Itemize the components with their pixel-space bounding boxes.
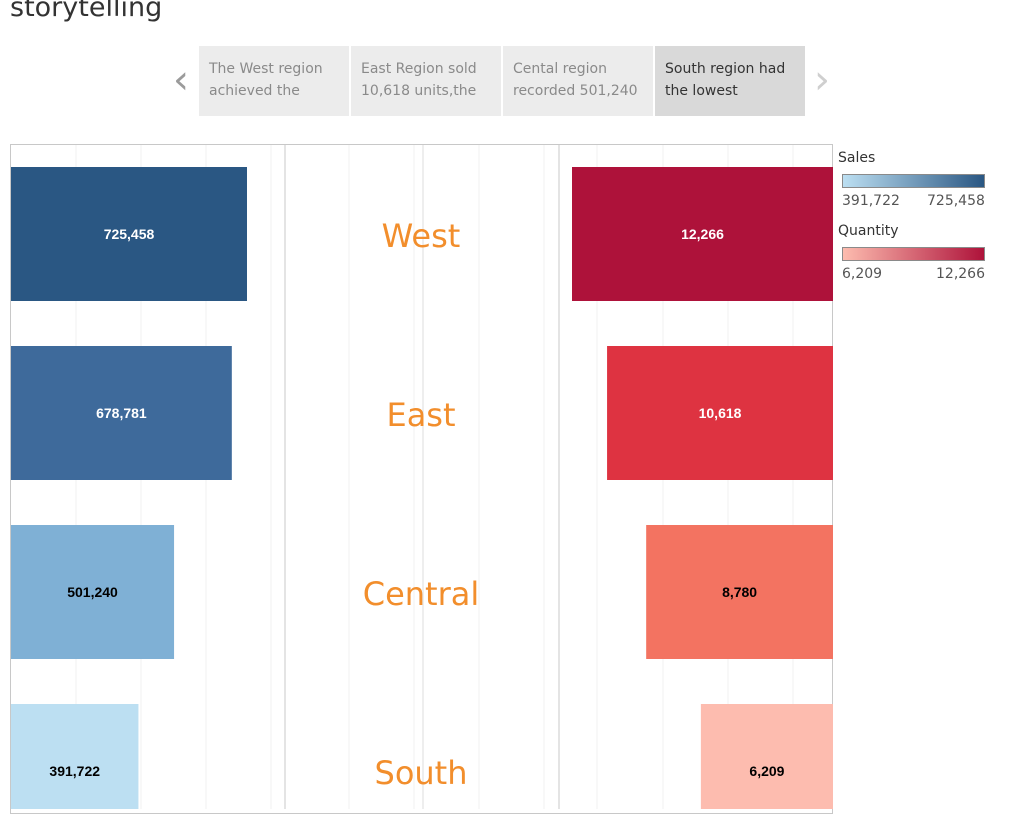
category-label-west: West (382, 217, 461, 255)
sales-label-central: 501,240 (67, 584, 118, 600)
quantity-bar-south (700, 704, 833, 809)
sales-label-east: 678,781 (96, 405, 147, 421)
sales-label-south: 391,722 (49, 763, 100, 779)
legend-sales-gradient (842, 174, 985, 188)
chevron-left-icon[interactable]: ‹ (173, 57, 189, 103)
quantity-label-south: 6,209 (749, 763, 784, 779)
story-point-4[interactable]: South region had the lowest (655, 46, 805, 116)
sales-bar-west (11, 167, 247, 301)
quantity-label-west: 12,266 (681, 226, 724, 242)
legend-quantity-max: 12,266 (936, 266, 985, 282)
legend-sales-title: Sales (838, 150, 876, 166)
quantity-label-central: 8,780 (722, 584, 757, 600)
legend-sales-min: 391,722 (842, 193, 900, 209)
quantity-label-east: 10,618 (699, 405, 742, 421)
legend-sales-max: 725,458 (927, 193, 985, 209)
legend-quantity-gradient (842, 247, 985, 261)
chevron-right-icon[interactable]: › (814, 57, 830, 103)
sales-label-west: 725,458 (104, 226, 155, 242)
quantity-bar-central (646, 525, 833, 659)
legend-quantity-title: Quantity (838, 223, 899, 239)
story-point-1[interactable]: The West region achieved the (199, 46, 349, 116)
sales-bar-central (11, 525, 175, 659)
sales-bar-east (11, 346, 232, 480)
story-point-2[interactable]: East Region sold 10,618 units,the (351, 46, 501, 116)
category-label-central: Central (363, 575, 480, 613)
sales-bar-south (11, 704, 139, 809)
category-label-east: East (386, 396, 455, 434)
quantity-bar-west (572, 167, 833, 301)
quantity-bar-east (607, 346, 833, 480)
page-title: storytelling (10, 0, 163, 23)
legend-quantity-min: 6,209 (842, 266, 883, 282)
category-label-south: South (375, 754, 468, 792)
story-point-3[interactable]: Cental region recorded 501,240 (503, 46, 653, 116)
